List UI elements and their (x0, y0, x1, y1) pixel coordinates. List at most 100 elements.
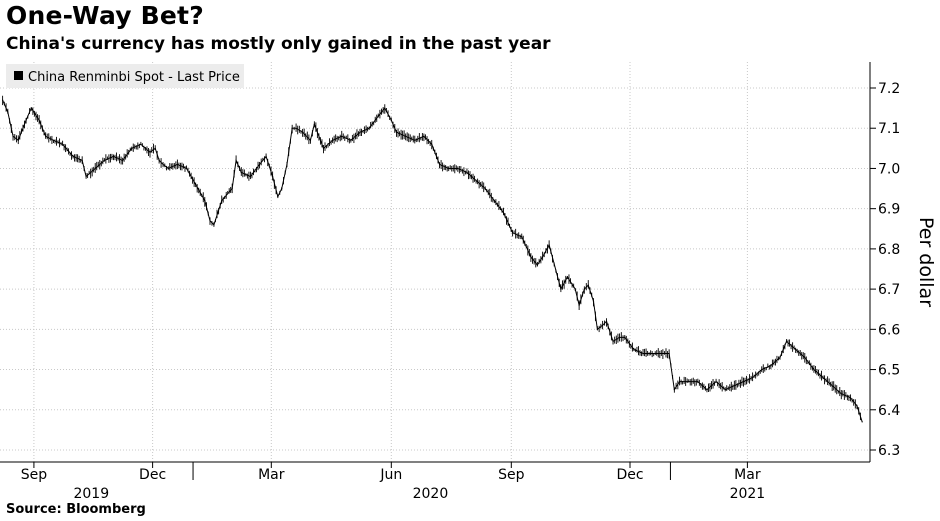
data-point-91 (668, 352, 670, 355)
data-point-101 (752, 377, 754, 379)
data-point-27 (204, 200, 206, 202)
data-point-74 (560, 288, 562, 290)
data-point-94 (688, 381, 690, 383)
data-point-48 (341, 135, 343, 137)
year-label: 2020 (413, 486, 449, 502)
data-point-8 (52, 139, 55, 141)
y-tick-label: 6.5 (878, 363, 900, 379)
data-point-87 (633, 348, 635, 351)
data-point-83 (605, 320, 608, 322)
data-point-113 (856, 405, 858, 407)
data-point-65 (484, 187, 486, 190)
y-tick-label: 6.8 (878, 242, 900, 258)
x-tick-label: Sep (498, 467, 525, 483)
data-point-19 (149, 151, 151, 153)
data-point-102 (761, 368, 763, 371)
data-point-33 (240, 171, 242, 174)
data-point-12 (85, 175, 87, 178)
data-point-10 (72, 155, 74, 157)
data-point-42 (295, 127, 297, 129)
y-tick-marks (870, 87, 876, 451)
legend-box (6, 64, 244, 88)
data-point-54 (390, 119, 392, 121)
data-point-109 (822, 377, 824, 379)
data-point-111 (840, 393, 842, 395)
data-point-68 (512, 232, 514, 234)
data-point-2 (12, 135, 14, 137)
data-point-49 (350, 139, 352, 141)
data-point-81 (596, 328, 598, 330)
data-point-39 (281, 187, 283, 190)
data-point-99 (733, 385, 735, 387)
legend-label: China Renminbi Spot - Last Price (28, 70, 240, 85)
y-tick-label: 6.3 (878, 443, 900, 459)
data-point-72 (542, 256, 544, 258)
y-tick-label: 7.2 (878, 81, 900, 97)
data-point-7 (45, 135, 47, 137)
chart-title: One-Way Bet? (6, 1, 204, 30)
data-point-53 (384, 107, 386, 109)
data-point-80 (592, 300, 595, 302)
x-tick-marks (33, 462, 748, 480)
x-tick-label: Sep (21, 467, 48, 483)
year-label: 2019 (73, 486, 109, 502)
data-point-26 (195, 183, 197, 186)
data-point-106 (795, 348, 797, 351)
data-point-66 (493, 200, 495, 202)
y-tick-label: 6.6 (878, 322, 900, 338)
y-tick-label: 6.4 (878, 403, 900, 419)
data-point-71 (536, 264, 538, 266)
x-tick-label: Jun (379, 467, 402, 483)
data-point-36 (265, 155, 267, 157)
data-point-61 (448, 167, 450, 170)
x-year-labels: 2019 2020 2021 (73, 486, 765, 502)
data-point-97 (715, 381, 717, 383)
data-point-22 (162, 163, 164, 166)
y-tick-labels: 7.2 7.1 7.0 6.9 6.8 6.7 6.6 6.5 6.4 6.3 (878, 81, 900, 459)
source-note: Source: Bloomberg (6, 502, 146, 517)
data-point-15 (112, 155, 115, 157)
data-point-88 (642, 352, 644, 355)
x-tick-label: Dec (616, 467, 643, 483)
data-point-86 (624, 336, 626, 338)
data-point-57 (414, 139, 416, 141)
data-point-96 (706, 389, 708, 391)
data-point-64 (475, 179, 477, 182)
data-point-69 (521, 236, 523, 238)
data-point-44 (309, 139, 312, 141)
y-tick-label: 6.9 (878, 202, 900, 218)
data-point-21 (158, 159, 160, 161)
data-point-90 (660, 352, 662, 355)
data-point-18 (140, 143, 142, 145)
data-point-59 (431, 143, 433, 145)
data-point-76 (574, 288, 576, 290)
data-point-34 (249, 175, 252, 178)
data-point-107 (804, 356, 806, 359)
data-point-103 (770, 364, 772, 367)
data-point-23 (167, 167, 169, 170)
data-point-17 (131, 147, 133, 149)
y-tick-label: 7.0 (878, 161, 900, 177)
data-point-40 (286, 163, 288, 166)
data-point-45 (313, 123, 315, 125)
data-point-98 (724, 389, 726, 391)
year-label: 2021 (730, 486, 766, 502)
series-renminbi (2, 95, 863, 423)
data-point-20 (154, 147, 156, 149)
data-point-110 (831, 385, 833, 387)
data-point-28 (209, 220, 211, 222)
data-point-24 (176, 163, 178, 166)
data-point-37 (272, 175, 274, 178)
data-point-95 (697, 381, 699, 383)
data-point-55 (395, 131, 398, 133)
data-point-92 (673, 389, 675, 391)
data-point-82 (602, 324, 604, 326)
data-point-58 (423, 135, 425, 137)
data-point-9 (62, 143, 64, 145)
data-point-50 (359, 131, 361, 133)
data-point-85 (618, 336, 621, 338)
data-point-93 (678, 381, 681, 383)
data-point-73 (548, 244, 550, 246)
data-point-32 (235, 159, 237, 161)
